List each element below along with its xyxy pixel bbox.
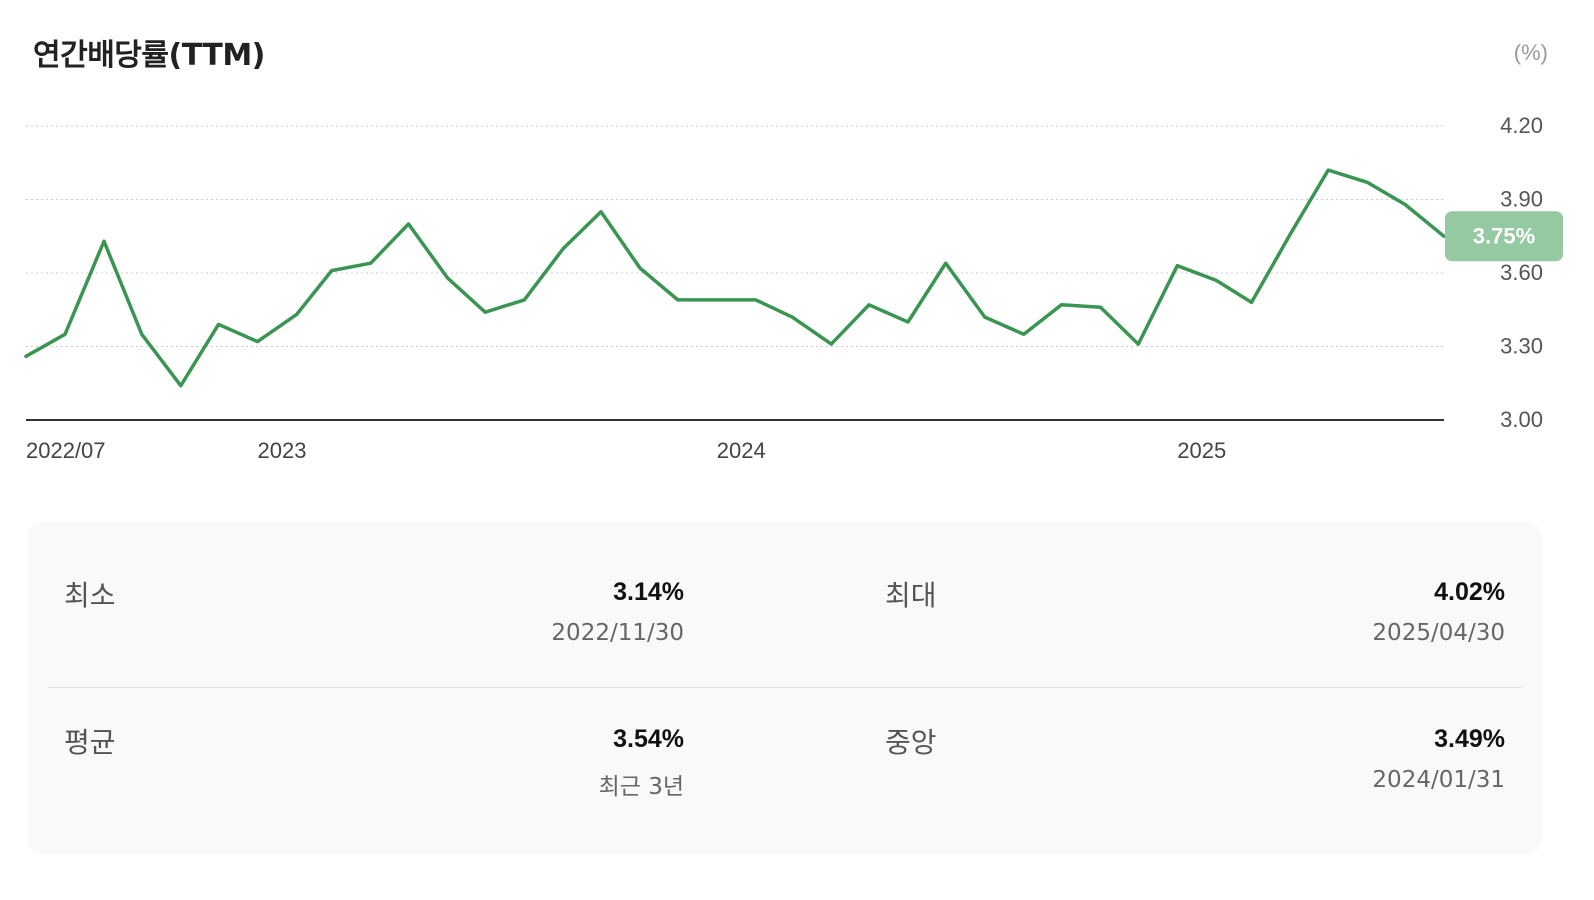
stat-avg-period: 최근 3년 [598,774,684,800]
stat-median-date: 2024/01/31 [1372,767,1505,793]
stat-avg: 평균 3.54% 최근 3년 [64,669,684,800]
stat-avg-value: 3.54% [613,725,684,753]
y-tick-label: 4.20 [1500,113,1543,138]
x-tick-label: 2025 [1177,438,1226,463]
badge-background [1445,211,1563,262]
stat-min-label: 최소 [64,579,116,612]
dividend-yield-chart: 3.00 3.30 3.60 3.90 4.20 2022/07 2023 2024 2025… [24,113,1563,463]
stat-max-value: 4.02% [1434,578,1505,606]
chart-title: 연간배당률(TTM) [33,38,265,73]
y-tick-label: 3.90 [1500,187,1543,212]
y-tick-label: 3.00 [1500,407,1543,432]
grid-lines [26,125,1444,347]
x-tick-label: 2022/07 [26,438,106,463]
stat-max-date: 2025/04/30 [1372,620,1505,646]
stats-panel: 최소 3.14% 2022/11/30 최대 4.02% 2025/04/30 … [28,522,1542,854]
x-axis-ticks: 2022/07 2023 2024 2025 [26,438,1226,463]
current-value-badge: 3.75% [1445,211,1563,262]
stat-min: 최소 3.14% 2022/11/30 [64,522,684,646]
stat-median-value: 3.49% [1434,725,1505,753]
stat-max-label: 최대 [885,579,937,612]
y-tick-label: 3.30 [1500,334,1543,359]
series-line[interactable] [24,168,1446,388]
y-tick-label: 3.60 [1500,260,1543,285]
x-tick-label: 2024 [717,438,766,463]
badge-value: 3.75% [1473,223,1535,248]
series-layer[interactable] [24,168,1446,388]
x-tick-label: 2023 [258,438,307,463]
stats-divider [48,687,1522,688]
stat-avg-label: 평균 [64,726,116,759]
y-axis-ticks: 3.00 3.30 3.60 3.90 4.20 [1500,113,1543,432]
stat-median-label: 중앙 [885,726,937,759]
stat-max: 최대 4.02% 2025/04/30 [885,522,1505,646]
stat-min-date: 2022/11/30 [551,620,684,646]
stat-median: 중앙 3.49% 2024/01/31 [885,669,1505,793]
unit-label: (%) [1513,40,1548,65]
stat-min-value: 3.14% [613,578,684,606]
